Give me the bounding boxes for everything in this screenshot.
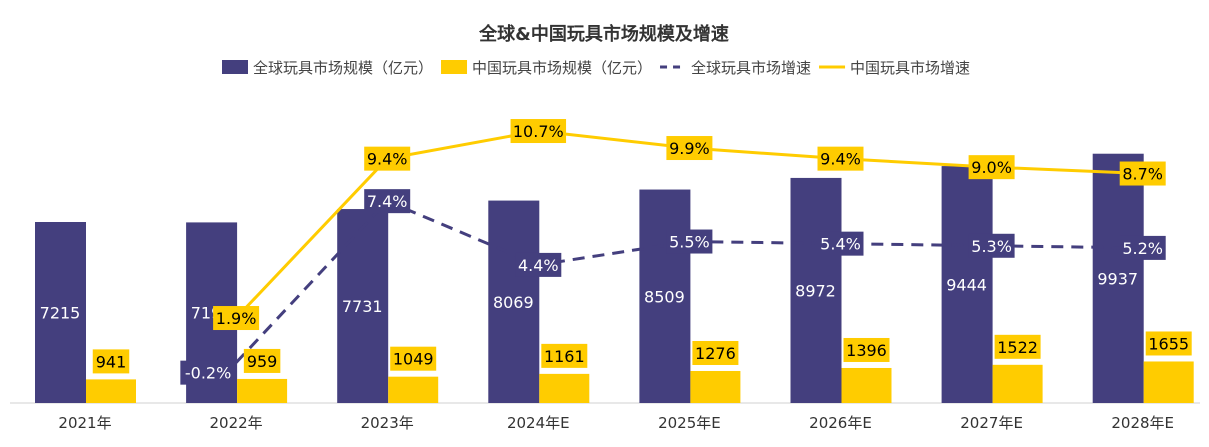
china-growth-label: 9.4% — [820, 150, 861, 169]
china-bar-label: 1049 — [393, 350, 434, 369]
global-growth-label: 5.4% — [820, 235, 861, 254]
global-growth-label: 7.4% — [367, 192, 408, 211]
x-tick-label: 2024年E — [507, 414, 570, 432]
china-bar-label: 1276 — [695, 344, 736, 363]
china-bar — [841, 367, 892, 403]
global-bar — [337, 209, 389, 403]
global-growth-label: -0.2% — [185, 364, 231, 383]
china-growth-label-bg — [968, 155, 1015, 180]
legend-label: 全球玩具市场规模（亿元） — [253, 59, 433, 77]
china-bar — [1143, 361, 1194, 403]
china-growth-label-bg — [817, 146, 864, 171]
china-growth-label-bg — [510, 119, 567, 144]
china-growth-label: 9.9% — [669, 139, 710, 158]
china-growth-label-bg — [666, 136, 713, 161]
global-bar — [1092, 153, 1144, 403]
china-growth-label-bg — [213, 306, 260, 331]
global-bar — [790, 177, 842, 403]
china-bar-label-bg — [92, 349, 130, 374]
legend-label: 全球玩具市场增速 — [691, 59, 811, 77]
china-bar-label: 1655 — [1148, 334, 1189, 353]
china-bar-label: 1396 — [846, 341, 887, 360]
china-growth-label-bg — [364, 146, 411, 171]
legend-swatch — [222, 60, 248, 74]
china-growth-label: 9.0% — [971, 158, 1012, 177]
x-tick-label: 2028年E — [1111, 414, 1174, 432]
global-growth-label-bg — [817, 231, 864, 256]
global-growth-label: 4.4% — [518, 256, 559, 275]
global-bar — [35, 222, 86, 403]
global-bar — [488, 200, 540, 403]
global-growth-label-bg — [968, 233, 1015, 258]
x-tick-label: 2026年E — [809, 414, 872, 432]
global-bar-label: 7215 — [40, 304, 81, 323]
china-bar-label: 1522 — [997, 338, 1038, 357]
global-growth-label-bg — [666, 229, 713, 254]
china-bar — [237, 378, 288, 403]
global-growth-label: 5.5% — [669, 233, 710, 252]
china-bar-label: 941 — [96, 352, 127, 371]
china-bar-label: 1161 — [544, 347, 585, 366]
china-growth-label-bg — [1119, 161, 1166, 186]
china-bar-label: 959 — [247, 352, 278, 371]
global-growth-label: 5.2% — [1122, 239, 1163, 258]
china-bar-label-bg — [541, 343, 588, 368]
global-growth-label-bg — [515, 252, 562, 277]
global-bar-label: 9444 — [946, 276, 987, 295]
china-bar — [539, 373, 590, 403]
china-bar-label-bg — [692, 340, 739, 365]
global-bar-label: 9937 — [1097, 269, 1138, 288]
china-bar — [388, 376, 439, 403]
china-growth-label: 9.4% — [367, 150, 408, 169]
global-bar-label: 7731 — [342, 297, 383, 316]
china-bar-label-bg — [390, 346, 437, 371]
x-tick-label: 2022年 — [210, 414, 263, 432]
china-bar — [690, 370, 741, 403]
x-tick-label: 2023年 — [361, 414, 414, 432]
global-bar-label: 8509 — [644, 287, 685, 306]
global-bar-label: 8069 — [493, 293, 534, 312]
global-bar — [639, 189, 691, 403]
china-bar-label-bg — [243, 348, 281, 373]
global-growth-label: 5.3% — [971, 237, 1012, 256]
china-bar — [992, 364, 1043, 403]
x-tick-label: 2025年E — [658, 414, 721, 432]
china-growth-label: 10.7% — [513, 122, 564, 141]
x-tick-label: 2021年 — [58, 414, 111, 432]
chart-title: 全球&中国玩具市场规模及增速 — [478, 23, 729, 45]
china-bar-label-bg — [1145, 331, 1192, 356]
global-growth-label-bg — [364, 189, 411, 214]
global-bar-label: 8972 — [795, 281, 836, 300]
legend-label: 中国玩具市场增速 — [850, 59, 970, 77]
x-tick-label: 2027年E — [960, 414, 1023, 432]
legend-label: 中国玩具市场规模（亿元） — [472, 59, 652, 77]
china-bar — [86, 379, 136, 403]
global-growth-label-bg — [180, 360, 236, 385]
global-bar — [941, 166, 993, 403]
legend: 全球玩具市场规模（亿元） 中国玩具市场规模（亿元） 全球玩具市场增速 中国玩具市场增速 — [222, 59, 970, 77]
china-bar-label-bg — [994, 334, 1041, 359]
china-bar-label-bg — [843, 337, 890, 362]
china-growth-label: 1.9% — [216, 309, 257, 328]
legend-swatch — [441, 60, 468, 74]
global-growth-label-bg — [1119, 235, 1166, 260]
china-growth-label: 8.7% — [1122, 165, 1163, 184]
